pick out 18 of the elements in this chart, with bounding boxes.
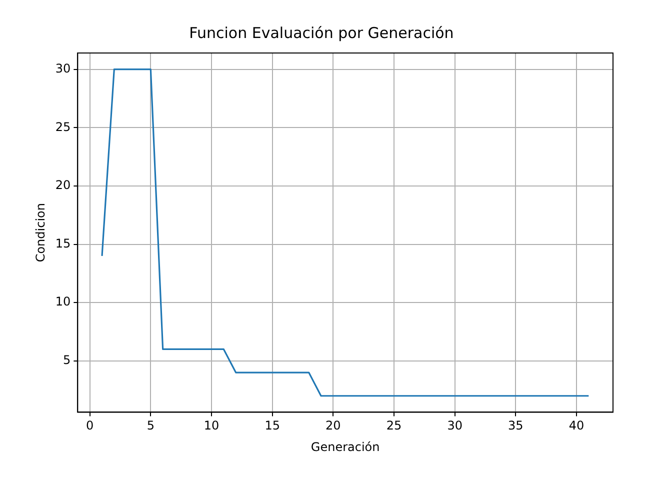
- x-tick-label: 20: [326, 418, 341, 433]
- x-tick-label: 15: [264, 418, 280, 433]
- x-tick-label: 0: [86, 418, 94, 433]
- y-tick-label: 25: [55, 120, 71, 134]
- x-tick-label: 5: [146, 418, 154, 433]
- x-tick-label: 25: [386, 418, 402, 433]
- y-tick-label: 5: [63, 353, 71, 368]
- y-tick-label: 30: [55, 61, 71, 76]
- x-tick-label: 40: [568, 418, 584, 433]
- x-tick-label: 35: [508, 418, 524, 433]
- y-axis-title: Condicion: [33, 203, 48, 262]
- x-axis-title: Generación: [310, 440, 380, 454]
- x-tick-label: 10: [204, 418, 220, 433]
- y-tick-label: 10: [55, 294, 71, 309]
- y-tick-label: 15: [55, 236, 71, 250]
- x-tick-label: 30: [447, 418, 462, 433]
- chart-title: Funcion Evaluación por Generación: [189, 24, 454, 42]
- y-tick-label: 20: [55, 178, 71, 192]
